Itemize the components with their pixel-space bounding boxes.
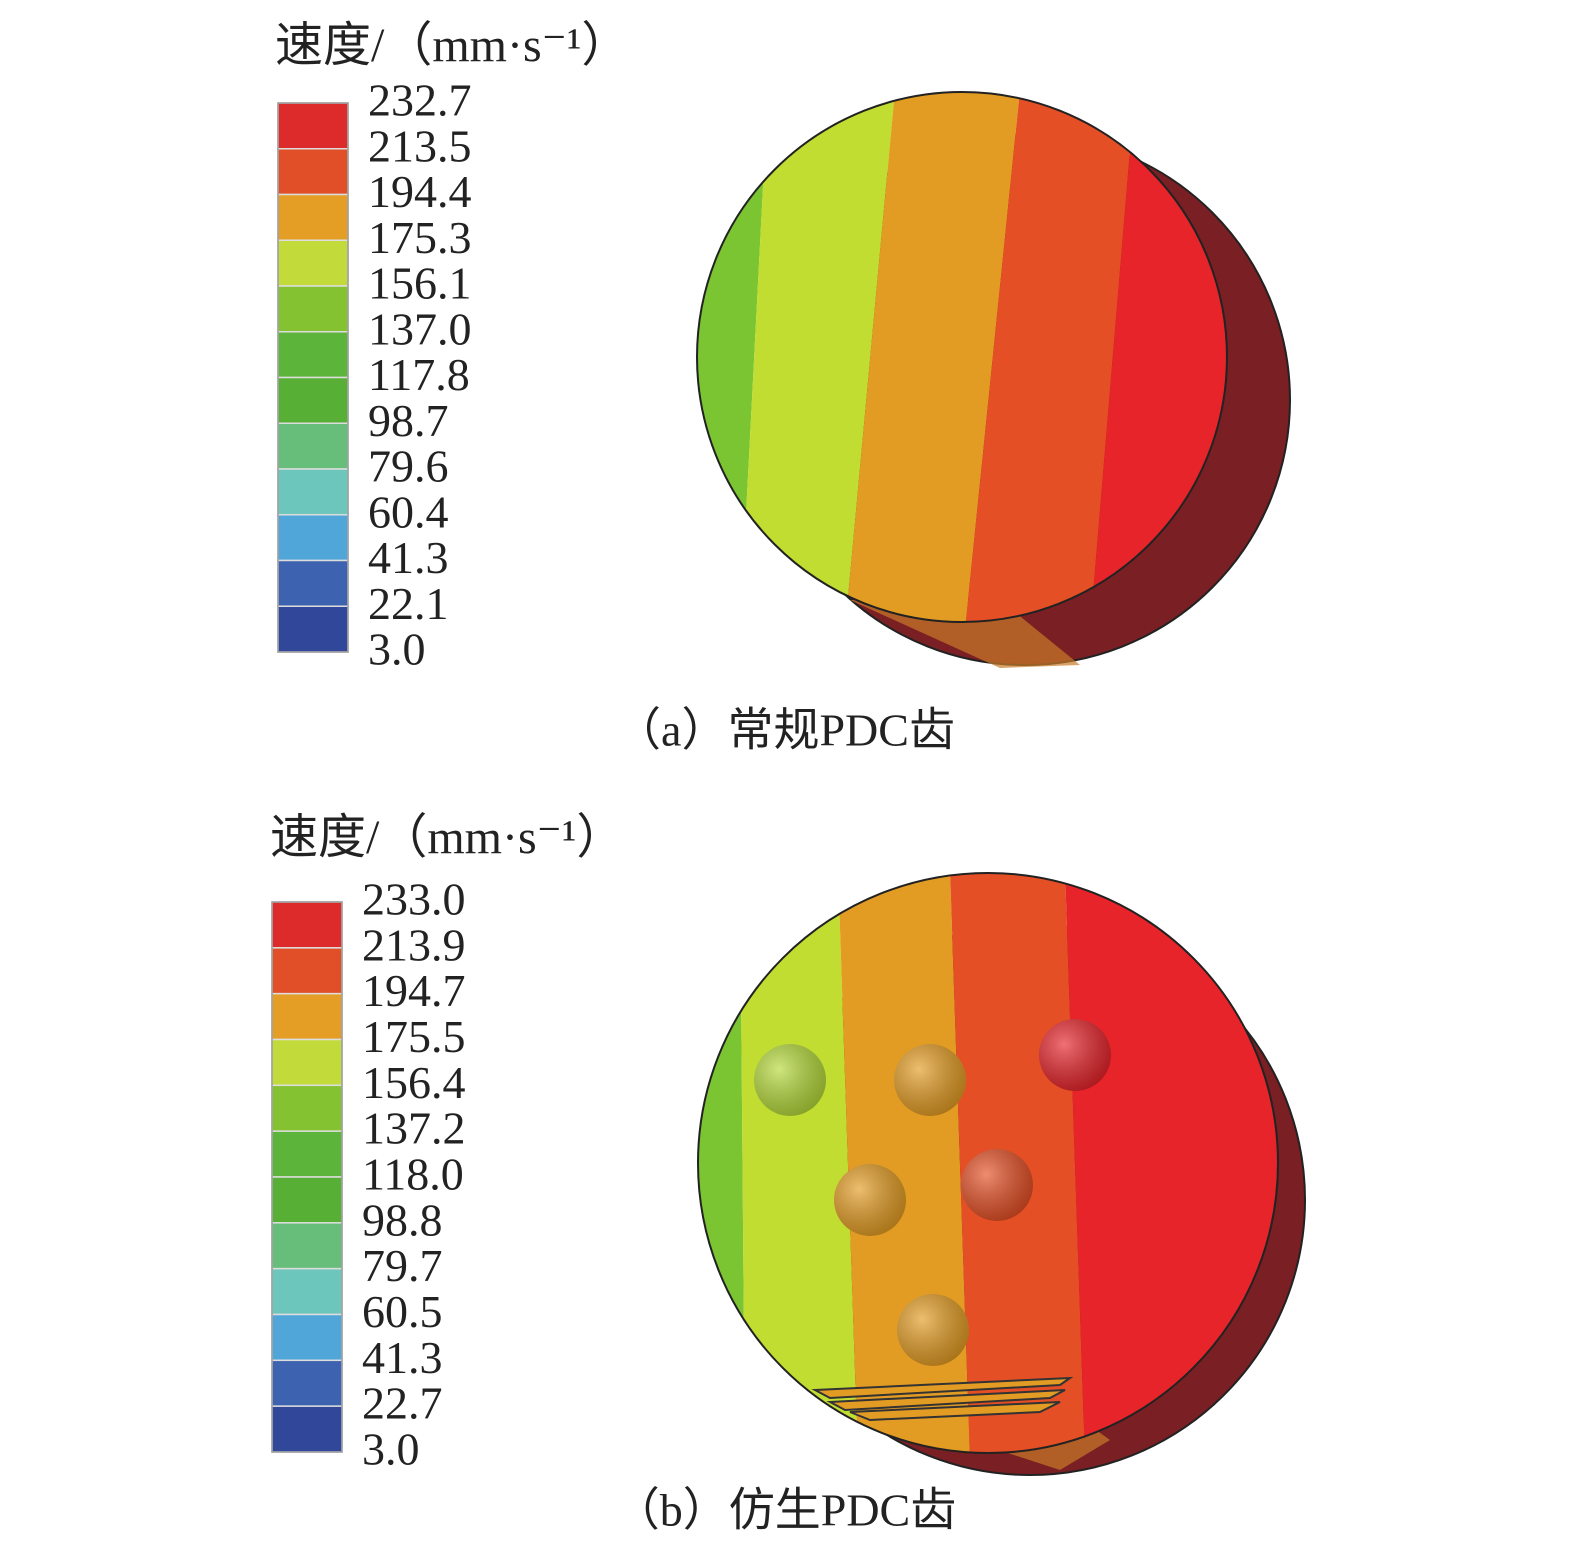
legend-band (271, 1084, 343, 1132)
legend-band (277, 376, 349, 424)
bumps (754, 1019, 1111, 1366)
legend-label: 233.0 (362, 874, 466, 925)
legend-band (271, 1038, 343, 1087)
legend-label: 41.3 (368, 532, 449, 583)
caption: （b）仿生PDC齿 (614, 1485, 956, 1536)
legend-band (277, 605, 349, 653)
legend-label: 137.0 (368, 303, 472, 354)
legend-label: 213.9 (362, 919, 466, 970)
render-a (696, 91, 1291, 668)
legend-label: 156.4 (362, 1057, 466, 1108)
legend-band (277, 559, 349, 607)
legend-band (277, 468, 349, 516)
legend-band (277, 514, 349, 562)
legend-band (271, 1222, 343, 1270)
legend-band (277, 331, 349, 379)
legend-band (277, 285, 349, 333)
legend-band (271, 1313, 343, 1362)
legend-title: 速度/（mm·s⁻¹） (270, 811, 624, 864)
legend-label: 98.7 (368, 395, 449, 446)
legend-label: 60.4 (368, 486, 449, 537)
legend-band (277, 102, 349, 150)
legend-label: 175.5 (362, 1011, 466, 1062)
legend-label: 175.3 (368, 212, 472, 263)
legend-label: 79.7 (362, 1240, 443, 1291)
legend-label: 194.4 (368, 166, 472, 217)
legend-label: 137.2 (362, 1103, 466, 1154)
legend-label: 117.8 (368, 349, 470, 400)
legend-label: 41.3 (362, 1332, 443, 1383)
legend-band (277, 193, 349, 241)
legend-label: 98.8 (362, 1194, 443, 1245)
render-b (697, 872, 1306, 1476)
legend-band (271, 1267, 343, 1316)
legend-frame (271, 901, 343, 1453)
legend-label: 194.7 (362, 965, 466, 1016)
legend-band (277, 239, 349, 287)
legend-label: 118.0 (362, 1149, 464, 1200)
legend-label: 22.7 (362, 1378, 443, 1429)
caption: （a）常规PDC齿 (615, 705, 955, 756)
legend-band (277, 148, 349, 196)
legend-label: 156.1 (368, 258, 472, 309)
legend-frame (277, 102, 349, 653)
legend-label: 3.0 (362, 1424, 420, 1475)
legend-band (271, 1176, 343, 1224)
legend-band (271, 901, 343, 949)
legend-label: 232.7 (368, 75, 472, 126)
legend-label: 22.1 (368, 578, 449, 629)
legend-band (271, 1130, 343, 1178)
legend-band (271, 947, 343, 995)
legend-band (277, 422, 349, 470)
legend-label: 79.6 (368, 441, 449, 492)
legend-band (271, 992, 343, 1041)
legend-label: 3.0 (368, 624, 426, 675)
legend-band (271, 1405, 343, 1453)
legend-title: 速度/（mm·s⁻¹） (275, 19, 629, 72)
legend-label: 60.5 (362, 1286, 443, 1337)
legend-label: 213.5 (368, 120, 472, 171)
legend-band (271, 1359, 343, 1407)
